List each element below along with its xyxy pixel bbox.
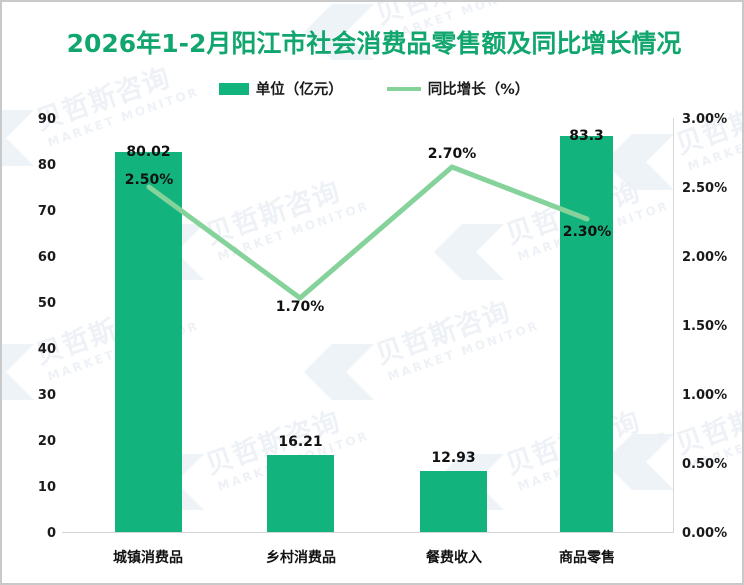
- y-axis-left-tick: 20: [37, 434, 56, 449]
- right-axis-line: [673, 118, 674, 533]
- bar-value-label: 80.02: [126, 144, 171, 160]
- y-axis-right-tick: 1.00%: [682, 388, 728, 403]
- bar-value-label: 12.93: [431, 450, 476, 466]
- y-axis-left-tick: 10: [37, 480, 56, 495]
- y-axis-right-tick: 0.00%: [682, 526, 728, 541]
- y-axis-left-tick: 0: [46, 526, 56, 541]
- x-axis-category-label: 城镇消费品: [113, 550, 183, 566]
- y-axis-left-tick: 50: [37, 296, 56, 311]
- line-value-label: 1.70%: [275, 299, 325, 315]
- y-axis-right-tick: 2.50%: [682, 181, 728, 196]
- chart-legend: 单位（亿元） 同比增长（%）: [2, 78, 742, 99]
- y-axis-left-tick: 80: [37, 158, 56, 173]
- legend-item-line[interactable]: 同比增长（%）: [386, 78, 530, 99]
- line-value-label: 2.30%: [562, 224, 612, 240]
- x-axis-category-label: 乡村消费品: [266, 550, 336, 566]
- bar-series-item[interactable]: [267, 455, 334, 532]
- x-axis-baseline: [62, 532, 674, 533]
- bar-value-label: 83.3: [569, 128, 604, 144]
- line-value-label: 2.50%: [124, 172, 174, 188]
- chart-title: 2026年1-2月阳江市社会消费品零售额及同比增长情况: [66, 29, 682, 58]
- legend-item-bar[interactable]: 单位（亿元）: [218, 78, 343, 99]
- y-axis-right-tick: 3.00%: [682, 112, 728, 127]
- y-axis-right-tick: 2.00%: [682, 250, 728, 265]
- x-axis-category-label: 餐费收入: [426, 550, 482, 566]
- legend-line-swatch-icon: [386, 86, 421, 91]
- bar-value-label: 16.21: [278, 434, 323, 450]
- y-axis-right-tick: 0.50%: [682, 457, 728, 472]
- y-axis-left-tick: 30: [37, 388, 56, 403]
- x-axis-category-label: 商品零售: [559, 550, 615, 566]
- y-axis-left-tick: 40: [37, 342, 56, 357]
- legend-line-label: 同比增长（%）: [427, 82, 530, 98]
- y-axis-left-tick: 70: [37, 204, 56, 219]
- y-axis-left-tick: 60: [37, 250, 56, 265]
- y-axis-right-tick: 1.50%: [682, 319, 728, 334]
- legend-bar-swatch-icon: [218, 82, 249, 95]
- line-value-label: 2.70%: [427, 146, 477, 162]
- growth-rate-line: [146, 164, 590, 301]
- y-axis-left-tick: 90: [37, 112, 56, 127]
- legend-bar-label: 单位（亿元）: [255, 82, 343, 98]
